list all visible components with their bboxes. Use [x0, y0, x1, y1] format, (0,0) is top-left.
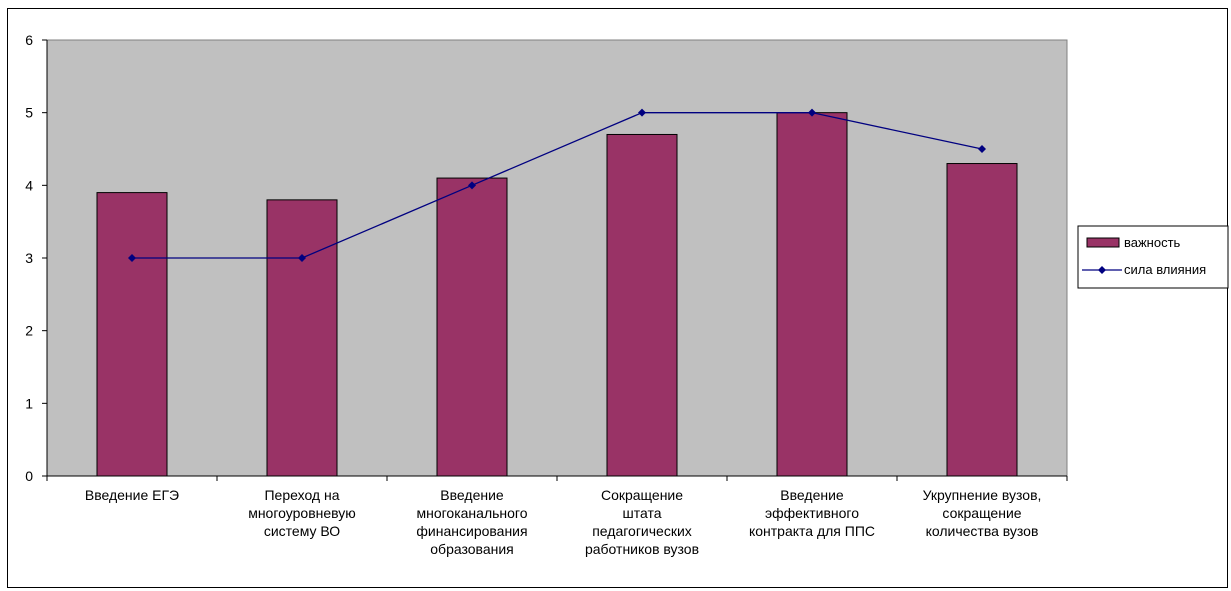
legend-box	[1077, 225, 1229, 289]
x-category-label: Введение ЕГЭ	[85, 487, 179, 503]
series-line	[132, 112, 983, 259]
x-category-label-line: образования	[430, 541, 513, 557]
x-category-label-line: систему ВО	[264, 523, 340, 539]
line-point-marker	[298, 254, 306, 262]
bar	[776, 112, 848, 477]
legend: важность сила влияния	[1077, 225, 1229, 289]
x-category-label-line: многоканального	[416, 505, 527, 521]
y-tick-label: 2	[25, 323, 33, 339]
x-axis: Введение ЕГЭ Переход на многоуровневую сист…	[46, 475, 1068, 557]
bar	[436, 177, 508, 477]
bar	[606, 133, 678, 477]
line-point-marker	[128, 254, 136, 262]
y-tick-label: 4	[25, 177, 33, 193]
x-category-label-line: эффективного	[765, 505, 859, 521]
legend-label-line: сила влияния	[1124, 262, 1206, 277]
x-category-label: Переход на многоуровневую систему ВО	[248, 487, 356, 539]
x-category-label: Укрупнение вузов, сокращение количества ву…	[923, 487, 1042, 539]
x-category-label-line: Введение ЕГЭ	[85, 487, 179, 503]
y-tick-label: 5	[25, 105, 33, 121]
line-point-marker	[808, 108, 816, 117]
y-tick-label: 1	[25, 395, 33, 411]
line-point-marker	[638, 108, 646, 117]
legend-label-bar: важность	[1124, 235, 1181, 250]
x-category-label: Сокращение штата педагогических работников …	[585, 487, 699, 557]
bar	[266, 199, 338, 477]
bar-series-group	[96, 112, 1018, 477]
line-point-marker	[468, 181, 476, 190]
x-category-label-line: количества вузов	[926, 523, 1039, 539]
bar	[96, 192, 168, 477]
y-axis: 0 1 2 3 4 5 6	[25, 32, 48, 484]
x-category-label: Введение многоканального финансирования обр…	[416, 487, 527, 557]
x-category-label-line: Переход на	[264, 487, 339, 503]
line-point-marker	[978, 145, 986, 153]
x-category-label-line: Введение	[440, 487, 504, 503]
x-category-label: Введение эффективного контракта для ППС	[749, 487, 875, 539]
bar	[946, 163, 1018, 477]
x-category-label-line: Введение	[780, 487, 844, 503]
x-category-label-line: многоуровневую	[248, 505, 356, 521]
x-category-label-line: Сокращение	[601, 487, 683, 503]
x-category-label-line: Укрупнение вузов,	[923, 487, 1042, 503]
x-category-label-line: работников вузов	[585, 541, 699, 557]
legend-swatch-marker	[1098, 266, 1106, 274]
legend-swatch-bar	[1086, 237, 1120, 248]
x-category-label-line: финансирования	[416, 523, 527, 539]
y-tick-label: 6	[25, 32, 33, 48]
y-tick-label: 3	[25, 250, 33, 266]
x-category-label-line: контракта для ППС	[749, 523, 875, 539]
y-tick-label: 0	[25, 468, 33, 484]
line-series-group	[128, 108, 986, 262]
x-category-label-line: сокращение	[942, 505, 1021, 521]
x-category-label-line: штата	[622, 505, 661, 521]
x-category-label-line: педагогических	[592, 523, 692, 539]
